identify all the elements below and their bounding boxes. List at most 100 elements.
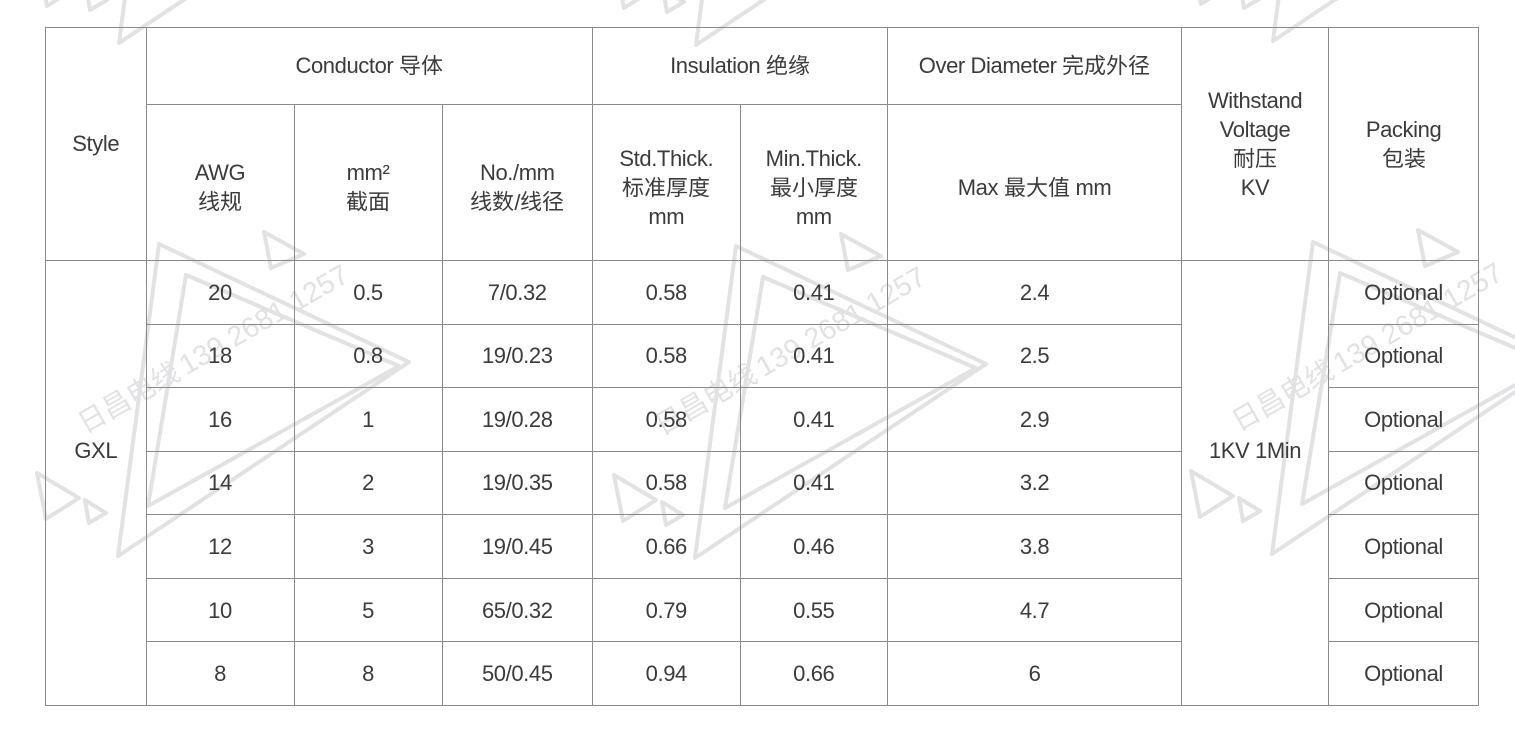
cell-min-thick: 0.41 [739, 450, 889, 516]
cell-awg: 12 [145, 514, 295, 579]
cjk-glyph [493, 190, 514, 212]
cell-std-thick: 0.58 [592, 387, 741, 452]
cell-min-thick: 0.41 [739, 323, 889, 389]
cell-std-thick: 0.79 [592, 577, 741, 643]
cell-min-thick: 0.41 [739, 260, 889, 325]
cjk-glyph [1255, 148, 1277, 168]
header-over-diameter-group: Over Diameter [887, 27, 1183, 105]
cell-mm2: 1 [293, 387, 443, 452]
cjk-glyph [667, 177, 688, 197]
cjk-glyph [770, 177, 791, 197]
cell-awg: 8 [145, 641, 295, 706]
header-min-thick: Min.Thick. mm [739, 104, 889, 261]
cell-min-thick: 0.41 [739, 387, 889, 452]
cjk-glyph [369, 192, 389, 212]
spec-table: Style Conductor Insulation Over Diameter… [45, 27, 1480, 706]
cell-max-diameter: 3.2 [887, 450, 1183, 516]
header-packing: Packing [1328, 27, 1480, 261]
header-withstand-voltage: Withstand Voltage KV [1181, 27, 1330, 261]
cell-mm2: 5 [293, 577, 443, 643]
cell-strands: 19/0.23 [441, 323, 594, 389]
cjk-glyph [1026, 176, 1047, 197]
table-row: 18 0.8 19/0.23 0.58 0.41 2.5 Optional [46, 323, 1480, 389]
header-strands: No./mm / [441, 104, 594, 261]
cell-mm2: 8 [293, 641, 443, 706]
cell-packing: Optional [1328, 514, 1480, 579]
cell-max-diameter: 2.9 [887, 387, 1183, 452]
header-style: Style [45, 27, 147, 261]
cell-min-thick: 0.66 [739, 641, 889, 706]
cell-mm2: 3 [293, 514, 443, 579]
cell-strands: 50/0.45 [441, 641, 594, 706]
cell-awg: 14 [145, 450, 295, 516]
cell-strands: 19/0.45 [441, 514, 594, 579]
cjk-glyph [1234, 147, 1255, 168]
cell-strands: 19/0.28 [441, 387, 594, 452]
cell-packing: Optional [1328, 387, 1480, 452]
cjk-glyph [400, 55, 420, 76]
withstand-value: 1KV 1Min [1208, 438, 1302, 464]
cell-awg: 18 [145, 323, 295, 389]
cjk-glyph [1107, 54, 1128, 76]
cell-withstand-value: 1KV 1Min [1181, 260, 1330, 706]
table-row: GXL 20 0.5 7/0.32 0.58 0.41 2.4 1KV 1Min Optiona… [45, 260, 1480, 706]
cell-max-diameter: 6 [887, 641, 1183, 706]
cell-strands: 65/0.32 [441, 577, 594, 643]
cjk-glyph [1382, 147, 1403, 168]
cell-min-thick: 0.55 [739, 577, 889, 643]
cell-strands: 7/0.32 [441, 260, 594, 325]
cjk-glyph [346, 191, 368, 212]
cell-awg: 16 [145, 387, 295, 452]
cjk-glyph [421, 55, 443, 76]
cell-max-diameter: 4.7 [887, 577, 1183, 643]
cell-packing: Optional [1328, 641, 1480, 706]
cell-mm2: 0.5 [293, 260, 443, 325]
header-awg: AWG [145, 104, 295, 261]
cjk-glyph [788, 54, 810, 76]
cjk-glyph [1404, 147, 1425, 168]
cell-max-diameter: 3.8 [887, 514, 1183, 579]
cell-mm2: 0.8 [293, 323, 443, 389]
cjk-glyph [220, 191, 242, 212]
cell-mm2: 2 [293, 450, 443, 516]
header-row-subcolumns: AWG mm² No./mm / Std.Thick. mm Min.Thick… [46, 104, 1479, 261]
watermark-tile: 139 2681 1257 [43, 0, 188, 45]
cjk-glyph [766, 54, 788, 75]
cell-packing: Optional [1328, 577, 1480, 643]
cell-std-thick: 0.58 [592, 450, 741, 516]
header-row-groups: Style Conductor Insulation Over Diameter… [45, 27, 1480, 261]
table-row: 16 1 19/0.28 0.58 0.41 2.9 Optional [46, 387, 1480, 452]
cjk-glyph [1063, 54, 1084, 76]
cjk-glyph [1004, 177, 1026, 197]
style-value: GXL [74, 438, 118, 464]
cjk-glyph [622, 176, 644, 197]
header-insulation-group: Insulation [592, 27, 889, 105]
watermark-tile: 139 2681 1257 [1198, 0, 1339, 43]
header-std-thick: Std.Thick. mm [592, 104, 741, 261]
cell-std-thick: 0.58 [592, 260, 741, 325]
cjk-glyph [199, 190, 220, 212]
cell-packing: Optional [1328, 450, 1480, 516]
cell-std-thick: 0.66 [592, 514, 741, 579]
cjk-glyph [792, 176, 814, 197]
cjk-glyph [1129, 55, 1150, 76]
table-row: 8 8 50/0.45 0.94 0.66 6 Optional [46, 641, 1480, 706]
cjk-glyph [542, 191, 564, 212]
cjk-glyph [689, 176, 710, 197]
cell-style-value: GXL [45, 260, 147, 706]
header-conductor-group: Conductor [145, 27, 594, 105]
cell-std-thick: 0.58 [592, 323, 741, 389]
cell-packing: Optional [1328, 323, 1480, 389]
cell-awg: 10 [145, 577, 295, 643]
cjk-glyph [1048, 176, 1069, 197]
cjk-glyph [836, 176, 857, 197]
cell-min-thick: 0.46 [739, 514, 889, 579]
cell-strands: 19/0.35 [441, 450, 594, 516]
cell-max-diameter: 2.5 [887, 323, 1183, 389]
header-mm2: mm² [293, 104, 443, 261]
cjk-glyph [1085, 55, 1106, 76]
cell-max-diameter: 2.4 [887, 260, 1183, 325]
cell-awg: 20 [145, 260, 295, 325]
cell-packing: Optional [1328, 260, 1480, 325]
